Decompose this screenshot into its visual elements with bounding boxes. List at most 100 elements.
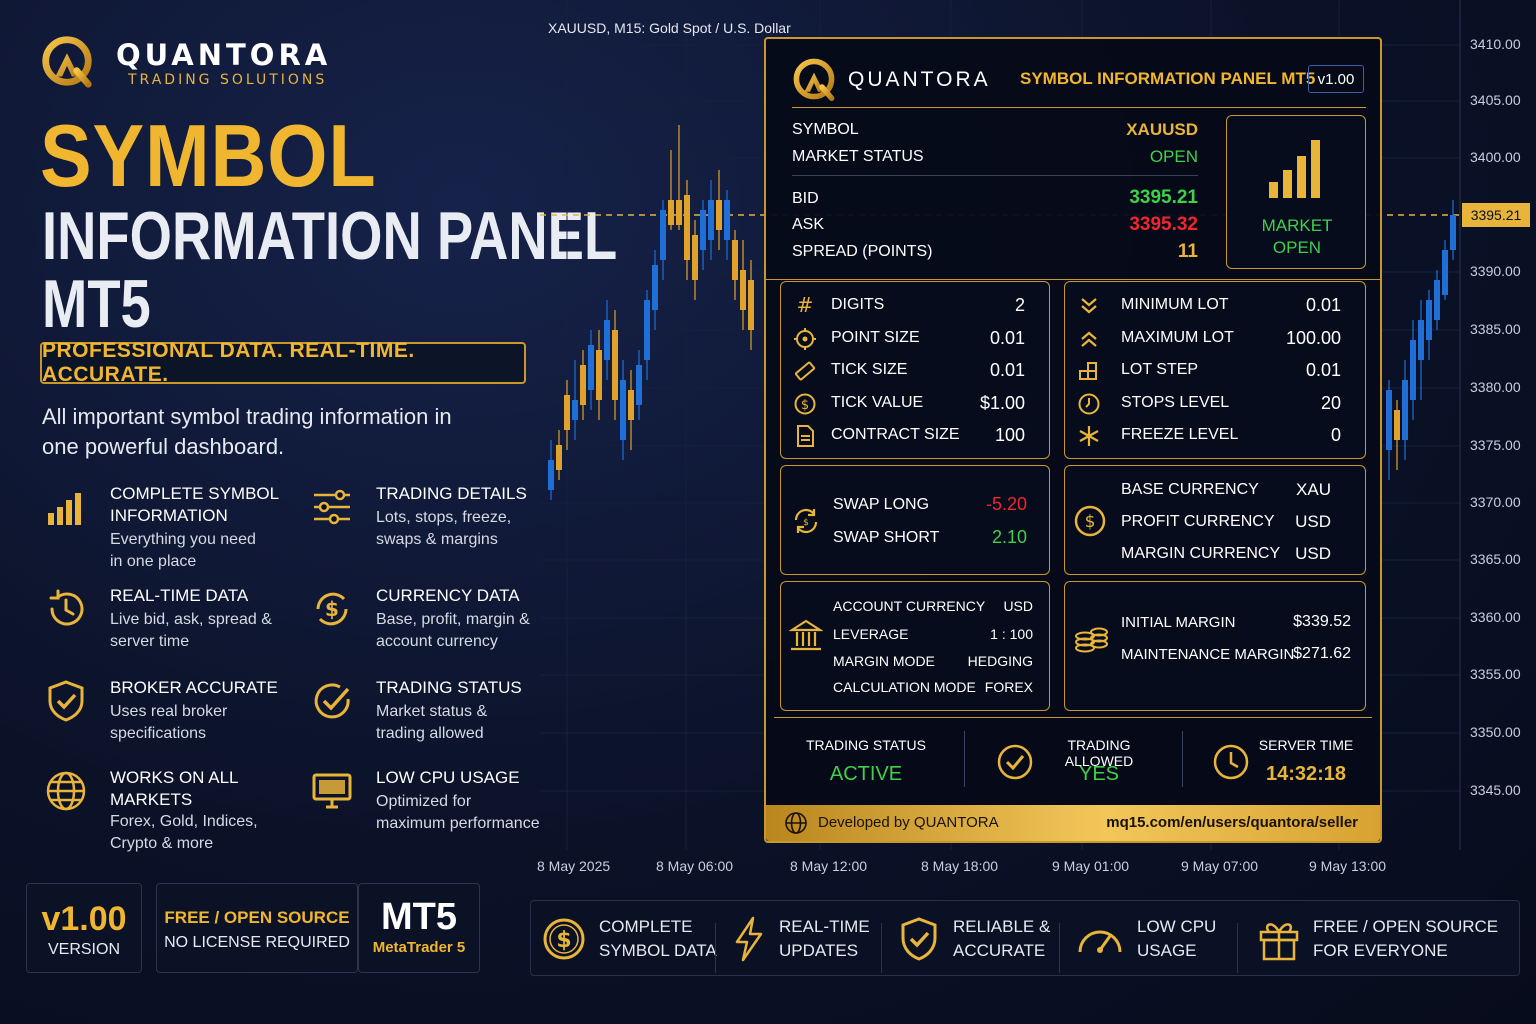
spec-value: 0.01 xyxy=(1305,295,1341,315)
market-badge-line1: MARKET xyxy=(1261,216,1333,235)
y-tick-label: 3390.00 xyxy=(1470,263,1521,279)
candle-body xyxy=(620,380,626,440)
license-title: FREE / OPEN SOURCE xyxy=(164,908,350,927)
svg-text:$: $ xyxy=(801,398,809,413)
headline-line1: SYMBOL xyxy=(40,106,377,205)
feature-title: LOW CPU USAGE xyxy=(376,768,520,787)
feature-currency-data: $ CURRENCY DATA Base, profit, margin & ac… xyxy=(310,585,560,655)
y-tick-label: 3410.00 xyxy=(1470,36,1521,52)
profit-currency-value: USD xyxy=(1295,512,1331,531)
x-tick-label: 8 May 06:00 xyxy=(656,858,734,874)
spec-value: 0.01 xyxy=(1305,360,1341,380)
candle-body xyxy=(1426,300,1432,340)
bottom-item-low-cpu: LOW CPU USAGE xyxy=(1075,901,1216,977)
margin-currency-label: MARGIN CURRENCY xyxy=(1121,545,1281,562)
spec-row-minimum-lot: MINIMUM LOT 0.01 xyxy=(1065,292,1365,320)
platform-sub: MetaTrader 5 xyxy=(372,939,466,956)
status-separator xyxy=(964,731,965,787)
y-tick-label: 3365.00 xyxy=(1470,551,1521,567)
bottom-feature-bar: $ COMPLETE SYMBOL DATA REAL-TIME UPDATES R… xyxy=(530,900,1520,976)
calc-mode-label: CALCULATION MODE xyxy=(833,679,976,695)
base-currency-value: XAU xyxy=(1296,480,1331,499)
feature-desc: Market status & trading allowed xyxy=(376,703,488,742)
leverage-value: 1 : 100 xyxy=(990,626,1033,642)
description-line1: All important symbol trading information… xyxy=(42,404,452,429)
candle-body xyxy=(700,210,706,250)
bar-chart-icon xyxy=(48,493,81,525)
status-divider xyxy=(774,717,1372,718)
bottom-item-complete: $ COMPLETE SYMBOL DATA xyxy=(541,901,717,977)
feature-trading-details: TRADING DETAILS Lots, stops, freeze, swap… xyxy=(310,483,560,553)
bottom-item-label: LOW CPU USAGE xyxy=(1137,917,1217,960)
bank-icon xyxy=(789,619,823,651)
y-tick-label: 3350.00 xyxy=(1470,724,1521,740)
spec-value: $1.00 xyxy=(979,392,1025,413)
market-open-badge: MARKET OPEN xyxy=(1226,115,1366,269)
spec-value: 20 xyxy=(1320,392,1341,413)
globe-icon xyxy=(46,771,86,811)
y-tick-label: 3385.00 xyxy=(1470,321,1521,337)
platform-title: MT5 xyxy=(381,896,457,938)
margin-currency-value: USD xyxy=(1295,544,1331,563)
specs-left-card: # DIGITS 2 POINT SIZE 0.01 TICK SIZE 0.01 $ TICK… xyxy=(780,281,1050,459)
symbol-info-panel: QUANTORA SYMBOL INFORMATION PANEL MT5 v1… xyxy=(764,37,1382,843)
account-card: ACCOUNT CURRENCY USD LEVERAGE 1 : 100 MA… xyxy=(780,581,1050,711)
svg-text:$: $ xyxy=(325,597,339,621)
gauge-icon xyxy=(1078,930,1122,953)
market-status-label: MARKET STATUS xyxy=(792,148,924,165)
bottom-separator xyxy=(1059,923,1060,973)
brand-name: QUANTORA xyxy=(116,38,332,72)
candle-body xyxy=(644,300,650,360)
coins-stack-icon xyxy=(1075,627,1108,653)
y-tick-label: 3355.00 xyxy=(1470,666,1521,682)
svg-text:$: $ xyxy=(803,518,809,528)
license-badge: FREE / OPEN SOURCE NO LICENSE REQUIRED xyxy=(156,883,358,973)
server-time-label: SERVER TIME xyxy=(1258,737,1354,753)
spec-value: 100.00 xyxy=(1285,327,1341,348)
bottom-item-label: RELIABLE & ACCURATE xyxy=(953,917,1051,960)
spec-value: 0.01 xyxy=(989,327,1025,348)
maint-margin-label: MAINTENANCE MARGIN xyxy=(1121,646,1295,663)
candle-body xyxy=(604,320,610,360)
dollar-refresh-icon: $ xyxy=(316,592,348,626)
y-tick-label: 3345.00 xyxy=(1470,782,1521,798)
spec-label: STOPS LEVEL xyxy=(1121,393,1230,411)
feature-desc: Lots, stops, freeze, swaps & margins xyxy=(376,509,512,548)
feature-desc: Forex, Gold, Indices, Crypto & more xyxy=(110,813,258,852)
hash-icon: # xyxy=(797,294,814,317)
bottom-item-free: FREE / OPEN SOURCE FOR EVERYONE xyxy=(1257,901,1498,977)
trading-status-label: TRADING STATUS xyxy=(805,737,927,753)
chart-title: XAUUSD, M15: Gold Spot / U.S. Dollar xyxy=(548,20,791,36)
candle-body xyxy=(652,265,658,310)
headline-line2: INFORMATION PANEL xyxy=(42,198,618,274)
bottom-separator xyxy=(1237,923,1238,973)
margin-mode-label: MARGIN MODE xyxy=(833,653,935,669)
feature-title: WORKS ON ALL MARKETS xyxy=(110,768,239,809)
candle-body xyxy=(1386,390,1392,450)
candle-body xyxy=(676,200,682,225)
y-tick-label: 3380.00 xyxy=(1470,379,1521,395)
bid-value: 3395.21 xyxy=(1129,187,1198,208)
x-tick-label: 9 May 01:00 xyxy=(1052,858,1130,874)
candle-body xyxy=(1418,320,1424,360)
svg-text:$: $ xyxy=(556,928,571,953)
spread-label: SPREAD (POINTS) xyxy=(792,243,933,260)
spec-label: MINIMUM LOT xyxy=(1121,296,1229,313)
ask-label: ASK xyxy=(792,216,825,233)
footer-seller-link[interactable]: mq15.com/en/users/quantora/seller xyxy=(1106,814,1358,831)
panel-version: v1.00 xyxy=(1308,65,1364,93)
feature-trading-status: TRADING STATUS Market status & trading al… xyxy=(310,677,560,747)
candle-body xyxy=(636,365,642,405)
swap-long-label: SWAP LONG xyxy=(833,496,930,513)
swap-short-value: 2.10 xyxy=(991,527,1027,547)
shield-check-icon xyxy=(48,680,84,722)
spec-value: 0.01 xyxy=(989,360,1025,380)
feature-title: CURRENCY DATA xyxy=(376,586,520,605)
footer-developer: Developed by QUANTORA xyxy=(818,814,999,831)
candle-body xyxy=(684,195,690,260)
maint-margin-value: $271.62 xyxy=(1293,645,1351,662)
header-divider xyxy=(792,107,1366,108)
market-status-value: OPEN xyxy=(1149,147,1198,166)
candle-body xyxy=(716,200,722,230)
candle-body xyxy=(572,400,578,420)
